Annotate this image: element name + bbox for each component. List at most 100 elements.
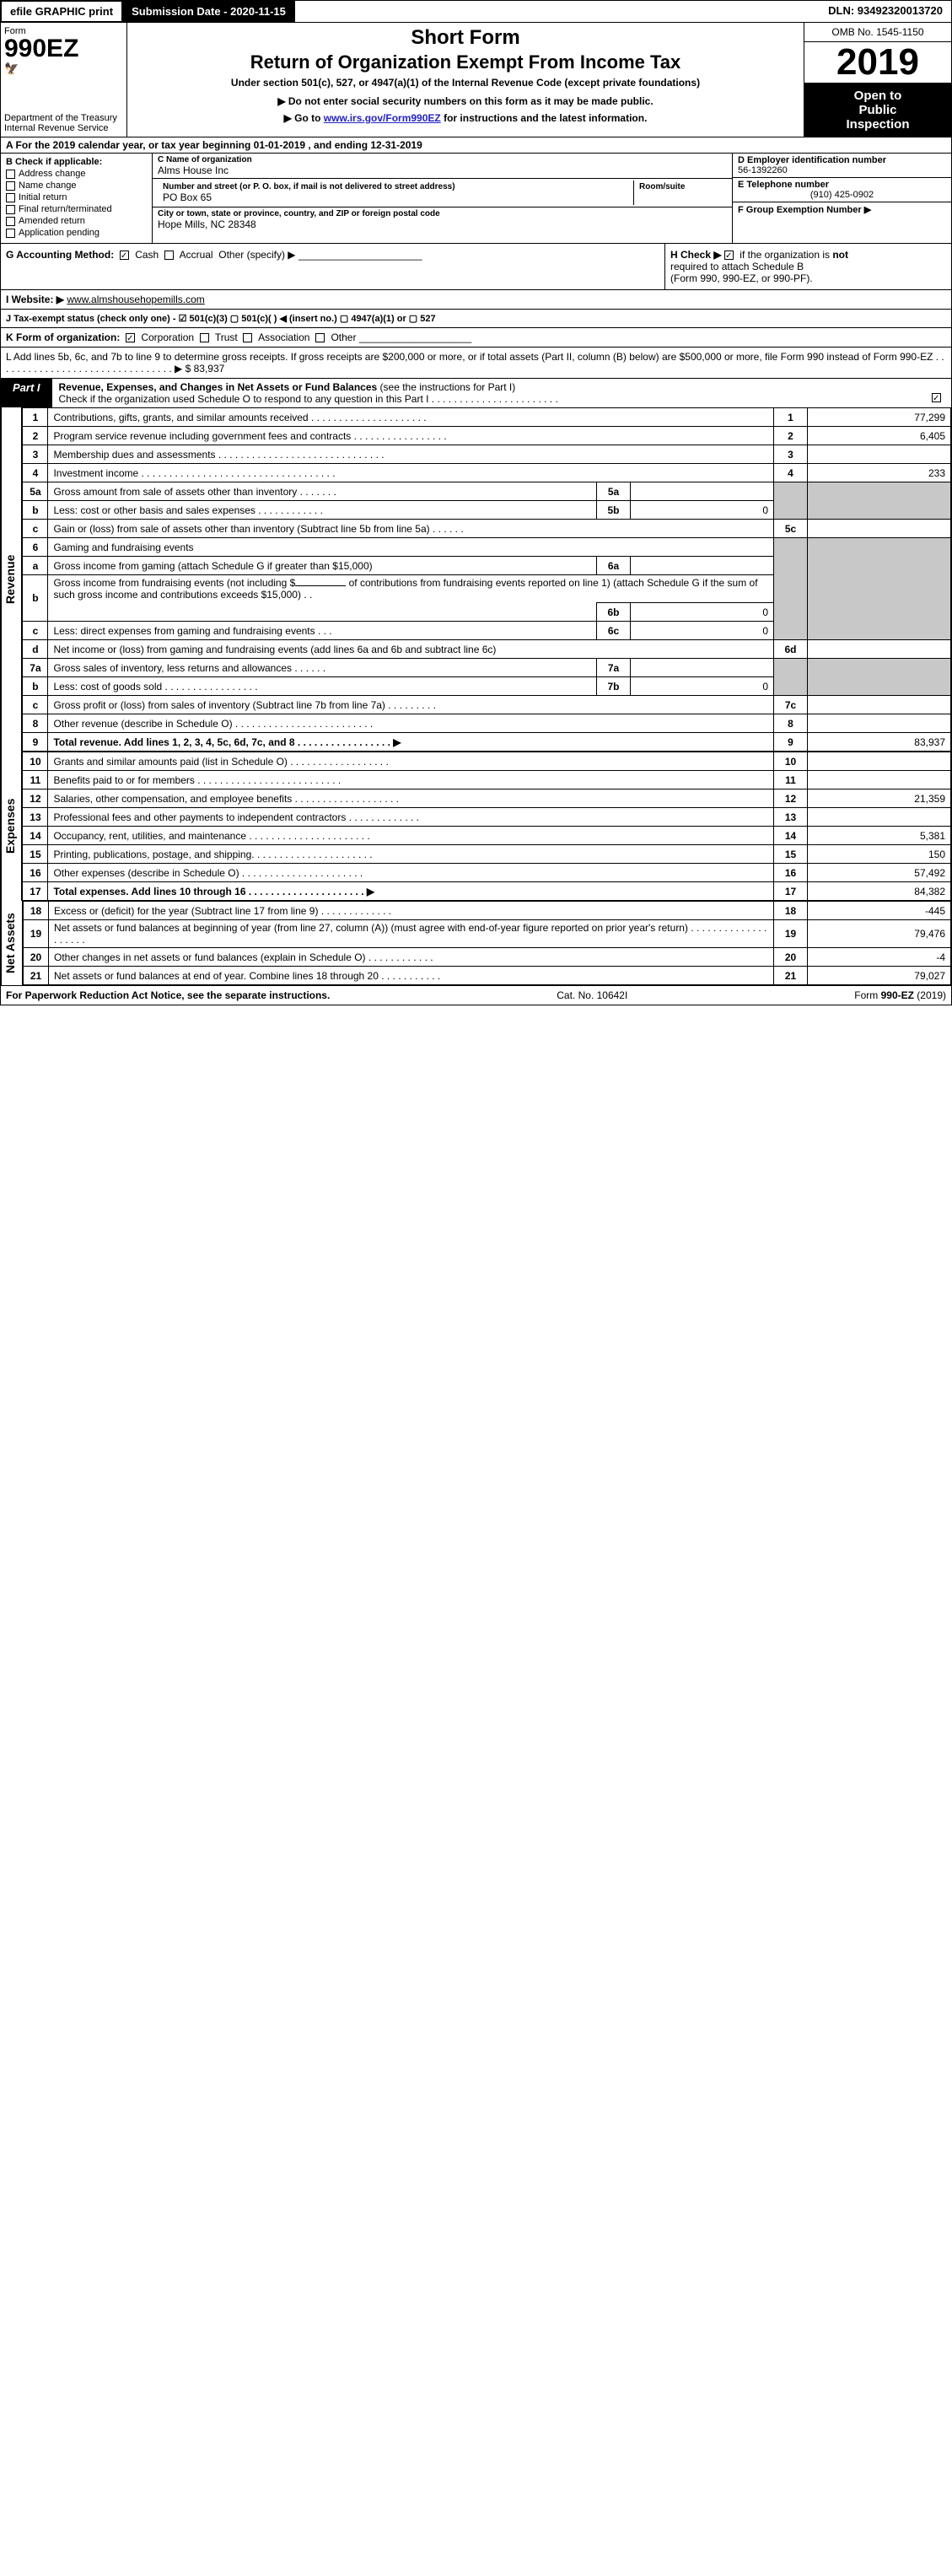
website-link[interactable]: www.almshousehopemills.com: [67, 294, 204, 305]
line-8: 8Other revenue (describe in Schedule O) …: [23, 714, 951, 733]
header-left: Form 990EZ 🦅 Department of the Treasury …: [1, 23, 127, 137]
line-12: 12Salaries, other compensation, and empl…: [23, 790, 951, 808]
line-5a-sub: 5a: [597, 482, 631, 501]
line-8-key: 8: [774, 714, 808, 733]
line-5b-sub: 5b: [597, 501, 631, 520]
goto-link[interactable]: www.irs.gov/Form990EZ: [324, 112, 441, 124]
line-7a-subval: [631, 659, 774, 677]
line-6d-txt: Net income or (loss) from gaming and fun…: [48, 640, 774, 659]
line-5c: cGain or (loss) from sale of assets othe…: [23, 520, 951, 538]
line-15-txt: Printing, publications, postage, and shi…: [48, 845, 774, 864]
expenses-section: Expenses 10Grants and similar amounts pa…: [1, 752, 951, 901]
chk-application-pending[interactable]: Application pending: [6, 228, 147, 238]
dept-treasury: Department of the Treasury: [4, 113, 123, 123]
line-6d-val: [808, 640, 951, 659]
footer-right: Form 990-EZ (2019): [854, 989, 946, 1001]
line-17: 17Total expenses. Add lines 10 through 1…: [23, 882, 951, 901]
h-text2: if the organization is: [740, 249, 832, 261]
line-5a: 5aGross amount from sale of assets other…: [23, 482, 951, 501]
chk-initial-return[interactable]: Initial return: [6, 192, 147, 202]
line-11-txt: Benefits paid to or for members . . . . …: [48, 771, 774, 790]
line-11-val: [808, 771, 951, 790]
line-16-txt: Other expenses (describe in Schedule O) …: [48, 864, 774, 882]
row-gh: G Accounting Method: Cash Accrual Other …: [1, 243, 951, 289]
chk-other-org[interactable]: [315, 333, 325, 342]
row-i: I Website: ▶ www.almshousehopemills.com: [1, 289, 951, 309]
chk-accrual[interactable]: [164, 251, 174, 260]
netassets-rot: Net Assets: [2, 901, 19, 985]
line-1-key: 1: [774, 408, 808, 427]
chk-amended-return[interactable]: Amended return: [6, 216, 147, 226]
row-l: L Add lines 5b, 6c, and 7b to line 9 to …: [1, 347, 951, 378]
line-3-val: [808, 445, 951, 464]
open-public-l2: Public: [808, 103, 948, 117]
irs-eagle-icon: 🦅: [4, 62, 123, 76]
part-i-checkline: Check if the organization used Schedule …: [59, 393, 558, 405]
line-4-val: 233: [808, 464, 951, 482]
box-c: C Name of organization Alms House Inc Nu…: [153, 154, 732, 243]
row-k: K Form of organization: Corporation Trus…: [1, 327, 951, 347]
part-i-tag: Part I: [1, 379, 52, 407]
line-14: 14Occupancy, rent, utilities, and mainte…: [23, 827, 951, 845]
line-21-val: 79,027: [808, 967, 951, 985]
line-12-txt: Salaries, other compensation, and employ…: [48, 790, 774, 808]
boxes-def: D Employer identification number 56-1392…: [732, 154, 951, 243]
chk-schedule-o[interactable]: [932, 393, 941, 402]
line-6b-blank: [295, 585, 346, 586]
footer-right-bold: 990-EZ: [881, 989, 914, 1001]
g-opt-accrual: Accrual: [180, 249, 213, 261]
line-19: 19Net assets or fund balances at beginni…: [24, 920, 951, 948]
chk-final-return[interactable]: Final return/terminated: [6, 204, 147, 214]
line-6b-sub: 6b: [597, 603, 631, 622]
line-17-key: 17: [774, 882, 808, 901]
header-row: Form 990EZ 🦅 Department of the Treasury …: [1, 22, 951, 137]
part-i-header: Part I Revenue, Expenses, and Changes in…: [1, 378, 951, 407]
efile-print-button[interactable]: efile GRAPHIC print: [1, 1, 122, 22]
line-7c: cGross profit or (loss) from sales of in…: [23, 696, 951, 714]
chk-label: Final return/terminated: [19, 204, 112, 214]
chk-cash[interactable]: [120, 251, 129, 260]
chk-corporation[interactable]: [126, 333, 135, 342]
open-public-l1: Open to: [808, 89, 948, 103]
line-11: 11Benefits paid to or for members . . . …: [23, 771, 951, 790]
chk-name-change[interactable]: Name change: [6, 181, 147, 191]
part-i-desc: Revenue, Expenses, and Changes in Net As…: [52, 379, 951, 407]
g-opt-cash: Cash: [135, 249, 159, 261]
line-6d-key: 6d: [774, 640, 808, 659]
box-f: F Group Exemption Number ▶: [733, 202, 951, 217]
expenses-table: 10Grants and similar amounts paid (list …: [22, 752, 951, 901]
line-19-val: 79,476: [808, 920, 951, 948]
line-15-val: 150: [808, 845, 951, 864]
box-d-label: D Employer identification number: [738, 155, 946, 165]
line-5c-key: 5c: [774, 520, 808, 538]
k-blank-line: ____________________: [359, 331, 471, 343]
address-box: Number and street (or P. O. box, if mail…: [158, 181, 634, 205]
city-box: City or town, state or province, country…: [153, 207, 732, 232]
submission-date-button[interactable]: Submission Date - 2020-11-15: [122, 1, 295, 22]
h-prefix: H Check ▶: [670, 249, 722, 261]
line-4-key: 4: [774, 464, 808, 482]
line-11-key: 11: [774, 771, 808, 790]
chk-address-change[interactable]: Address change: [6, 169, 147, 179]
chk-trust[interactable]: [200, 333, 209, 342]
line-5a-subval: [631, 482, 774, 501]
line-8-txt: Other revenue (describe in Schedule O) .…: [48, 714, 774, 733]
city-value: Hope Mills, NC 28348: [158, 218, 727, 230]
room-box: Room/suite: [634, 181, 727, 205]
line-3-key: 3: [774, 445, 808, 464]
line-15-key: 15: [774, 845, 808, 864]
line-10: 10Grants and similar amounts paid (list …: [23, 752, 951, 771]
line-6c-subval: 0: [631, 622, 774, 640]
line-7a-txt: Gross sales of inventory, less returns a…: [48, 659, 597, 677]
chk-schedule-b[interactable]: [724, 251, 734, 260]
row-g: G Accounting Method: Cash Accrual Other …: [1, 244, 664, 289]
line-1-val: 77,299: [808, 408, 951, 427]
line-7a-sub: 7a: [597, 659, 631, 677]
chk-association[interactable]: [243, 333, 252, 342]
open-public-l3: Inspection: [808, 117, 948, 132]
row-j: J Tax-exempt status (check only one) - ☑…: [1, 309, 951, 327]
line-20-key: 20: [774, 948, 808, 967]
line-7b-subval: 0: [631, 677, 774, 696]
j-text: J Tax-exempt status (check only one) - ☑…: [6, 314, 436, 324]
line-14-val: 5,381: [808, 827, 951, 845]
